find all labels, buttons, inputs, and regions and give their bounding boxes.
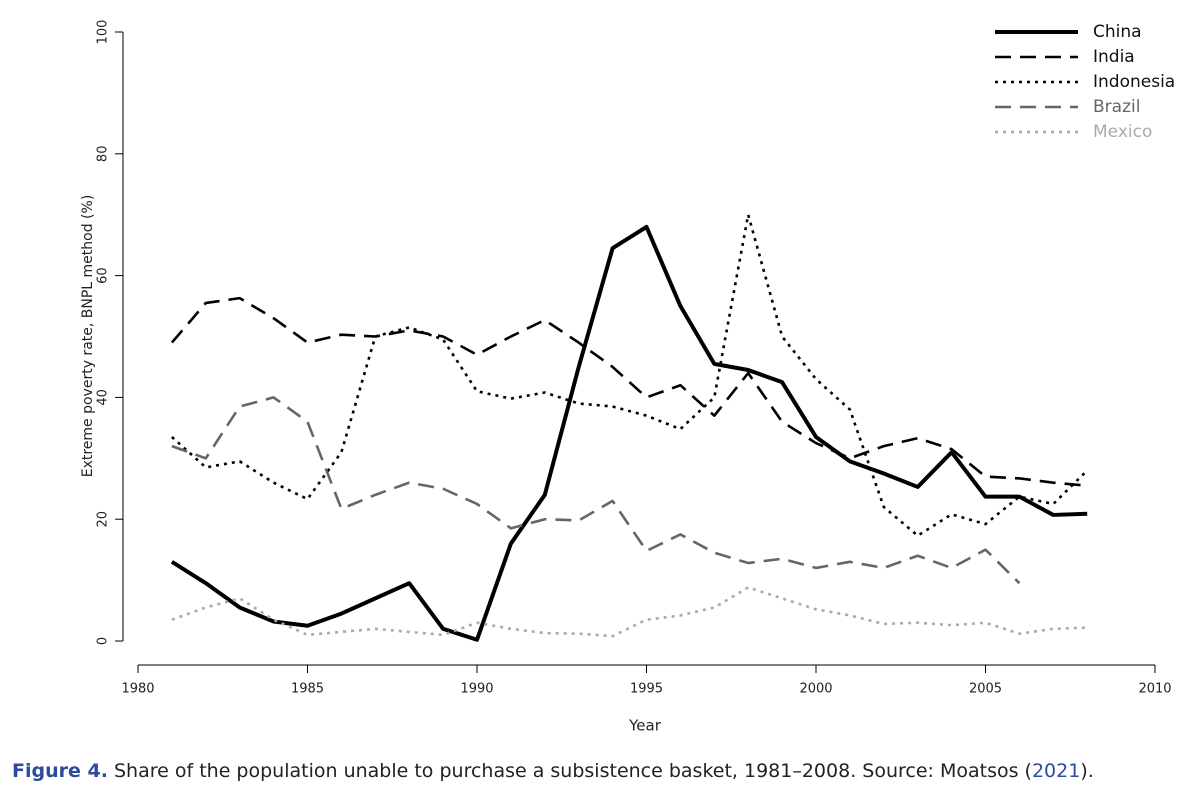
series-line <box>171 213 1089 537</box>
x-tick-label: 1980 <box>121 682 154 697</box>
y-tick-label: 100 <box>96 20 111 45</box>
y-axis-label: Extreme poverty rate, BNPL method (%) <box>80 195 96 478</box>
y-tick-label: 80 <box>96 146 111 163</box>
caption-text: Share of the population unable to purcha… <box>107 760 1032 782</box>
series-line <box>170 224 1088 642</box>
x-tick-label: 1990 <box>460 682 493 697</box>
legend-label: Indonesia <box>1093 72 1175 92</box>
y-tick-label: 0 <box>96 637 111 645</box>
y-tick-label: 20 <box>96 511 111 528</box>
x-axis-label: Year <box>628 717 662 735</box>
y-tick-label: 60 <box>96 267 111 284</box>
x-tick-label: 2000 <box>799 682 832 697</box>
caption: Figure 4. Share of the population unable… <box>0 760 1200 790</box>
series-line <box>170 296 1088 487</box>
legend-label: India <box>1093 47 1135 67</box>
y-tick-label: 40 <box>96 389 111 406</box>
legend-label: China <box>1093 22 1142 42</box>
x-tick-label: 2005 <box>969 682 1002 697</box>
x-tick-label: 1995 <box>630 682 663 697</box>
chart: Year Extreme poverty rate, BNPL method (… <box>80 20 1175 735</box>
caption-end: ). <box>1080 760 1094 782</box>
series-line <box>171 586 1088 638</box>
series-line <box>171 396 1021 585</box>
x-tick-label: 2010 <box>1138 682 1171 697</box>
x-tick-label: 1985 <box>291 682 324 697</box>
legend-label: Mexico <box>1093 122 1152 142</box>
legend-label: Brazil <box>1093 97 1140 117</box>
caption-label: Figure 4. <box>12 760 108 782</box>
caption-link[interactable]: 2021 <box>1031 760 1081 782</box>
